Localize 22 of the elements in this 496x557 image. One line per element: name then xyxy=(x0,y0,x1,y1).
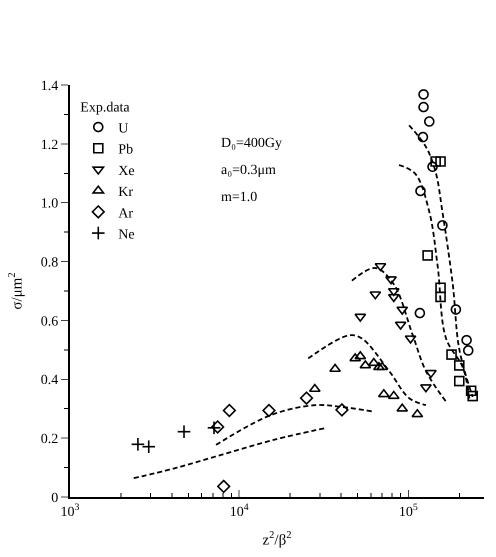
y-tick-label: 1.4 xyxy=(40,78,58,94)
y-tick-label: 1.0 xyxy=(40,196,58,212)
x-tick-label: 10$^{4}$ xyxy=(230,502,249,520)
y-tick-label: 0 xyxy=(51,490,58,506)
legend-label: U xyxy=(118,122,128,136)
legend-label: Ar xyxy=(118,206,134,222)
legend-label: Xe xyxy=(118,164,135,179)
legend-label: Kr xyxy=(118,185,134,200)
y-tick-label: 0.4 xyxy=(40,373,58,388)
y-tick-label: 0.8 xyxy=(40,255,58,270)
legend-title: Exp.data xyxy=(80,100,130,116)
legend-label: Pb xyxy=(118,142,134,158)
legend-label: Ne xyxy=(118,228,135,242)
x-axis-title: z$^{2}$/β$^{2}$ xyxy=(262,530,292,548)
y-tick-label: 1.2 xyxy=(40,138,58,153)
y-tick-label: 0.6 xyxy=(40,314,58,330)
y-tick-label: 0.2 xyxy=(40,432,58,448)
x-tick-label: 10$^{5}$ xyxy=(398,502,418,520)
x-tick-label: 10$^{3}$ xyxy=(60,502,80,520)
annotation: a₀=0.3μm xyxy=(221,163,276,178)
annotation: m=1.0 xyxy=(221,190,258,205)
annotation: D₀=400Gy xyxy=(221,136,282,151)
